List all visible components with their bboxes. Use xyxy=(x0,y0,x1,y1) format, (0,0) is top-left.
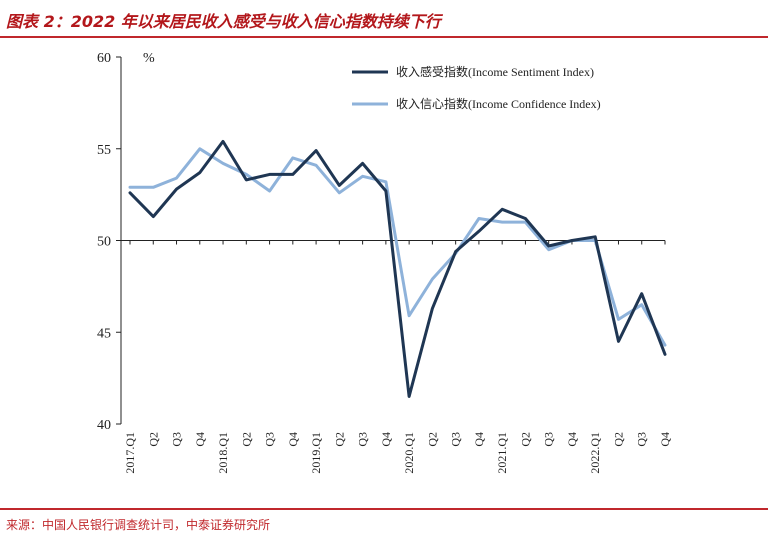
x-tick-label: 2020.Q1 xyxy=(402,432,416,474)
x-tick-label: 2017.Q1 xyxy=(123,432,137,474)
x-tick-label: 2022.Q1 xyxy=(588,432,602,474)
footer-divider xyxy=(0,508,768,510)
x-tick-label: 2018.Q1 xyxy=(216,432,230,474)
chart-axes: 40 45 50 55 60 % 2017.Q1 Q2 Q3 Q4 2018.Q1 Q2 Q3 Q4 201… xyxy=(97,51,672,474)
x-tick-label: Q4 xyxy=(565,432,579,447)
chart-legend: 收入感受指数(Income Sentiment Index) 收入信心指数(Inc… xyxy=(352,64,601,111)
x-tick-label: Q3 xyxy=(263,432,277,447)
line-chart: 40 45 50 55 60 % 2017.Q1 Q2 Q3 Q4 2018.Q1 Q2 Q3 Q4 201… xyxy=(97,51,672,474)
x-tick-label: 2021.Q1 xyxy=(495,432,509,474)
series-line-income-sentiment xyxy=(128,139,667,398)
x-tick-label: Q3 xyxy=(635,432,649,447)
chart-series xyxy=(128,139,667,398)
x-tick-label: Q4 xyxy=(286,432,300,447)
y-tick-label: 50 xyxy=(97,235,111,250)
x-tick-label: Q2 xyxy=(332,432,346,447)
y-axis-unit: % xyxy=(143,51,155,66)
x-tick-label: Q4 xyxy=(379,432,393,447)
y-tick-label: 40 xyxy=(97,418,111,433)
series-line-income-confidence xyxy=(128,147,667,347)
figure-title-bar: 图表 2：2022 年以来居民收入感受与收入信心指数持续下行 xyxy=(0,0,768,36)
legend-label: 收入感受指数(Income Sentiment Index) xyxy=(396,64,594,79)
x-tick-label: Q2 xyxy=(239,432,253,447)
x-tick-label: 2019.Q1 xyxy=(309,432,323,474)
y-tick-label: 45 xyxy=(97,326,111,341)
y-tick-label: 55 xyxy=(97,143,111,158)
y-tick-label: 60 xyxy=(97,51,111,66)
x-tick-label: Q3 xyxy=(170,432,184,447)
source-note: 来源：中国人民银行调查统计司，中泰证券研究所 xyxy=(6,518,271,532)
x-tick-label: Q3 xyxy=(449,432,463,447)
x-tick-label: Q2 xyxy=(611,432,625,447)
title-divider xyxy=(0,36,768,38)
x-tick-label: Q2 xyxy=(146,432,160,447)
x-tick-label: Q2 xyxy=(425,432,439,447)
x-tick-label: Q4 xyxy=(658,432,672,447)
x-tick-label: Q3 xyxy=(356,432,370,447)
figure-title: 图表 2：2022 年以来居民收入感受与收入信心指数持续下行 xyxy=(6,12,441,31)
x-tick-label: Q4 xyxy=(472,432,486,447)
x-tick-label: Q4 xyxy=(193,432,207,447)
legend-label: 收入信心指数(Income Confidence Index) xyxy=(396,96,601,111)
x-tick-label: Q2 xyxy=(518,432,532,447)
x-tick-label: Q3 xyxy=(542,432,556,447)
